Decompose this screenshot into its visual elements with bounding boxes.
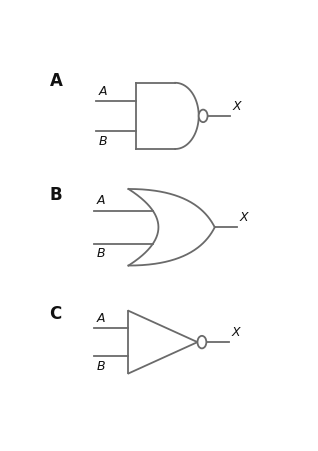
Text: A: A — [50, 71, 62, 89]
Text: X: X — [240, 211, 248, 224]
Text: B: B — [96, 359, 105, 372]
Text: X: X — [233, 100, 241, 112]
Circle shape — [199, 110, 208, 123]
Text: A: A — [96, 194, 105, 207]
Text: A: A — [99, 84, 107, 97]
Circle shape — [197, 336, 206, 349]
Text: X: X — [232, 325, 240, 338]
Text: B: B — [99, 135, 107, 147]
Text: A: A — [96, 311, 105, 324]
Text: C: C — [50, 304, 62, 322]
Text: B: B — [96, 247, 105, 260]
Text: B: B — [50, 186, 62, 204]
